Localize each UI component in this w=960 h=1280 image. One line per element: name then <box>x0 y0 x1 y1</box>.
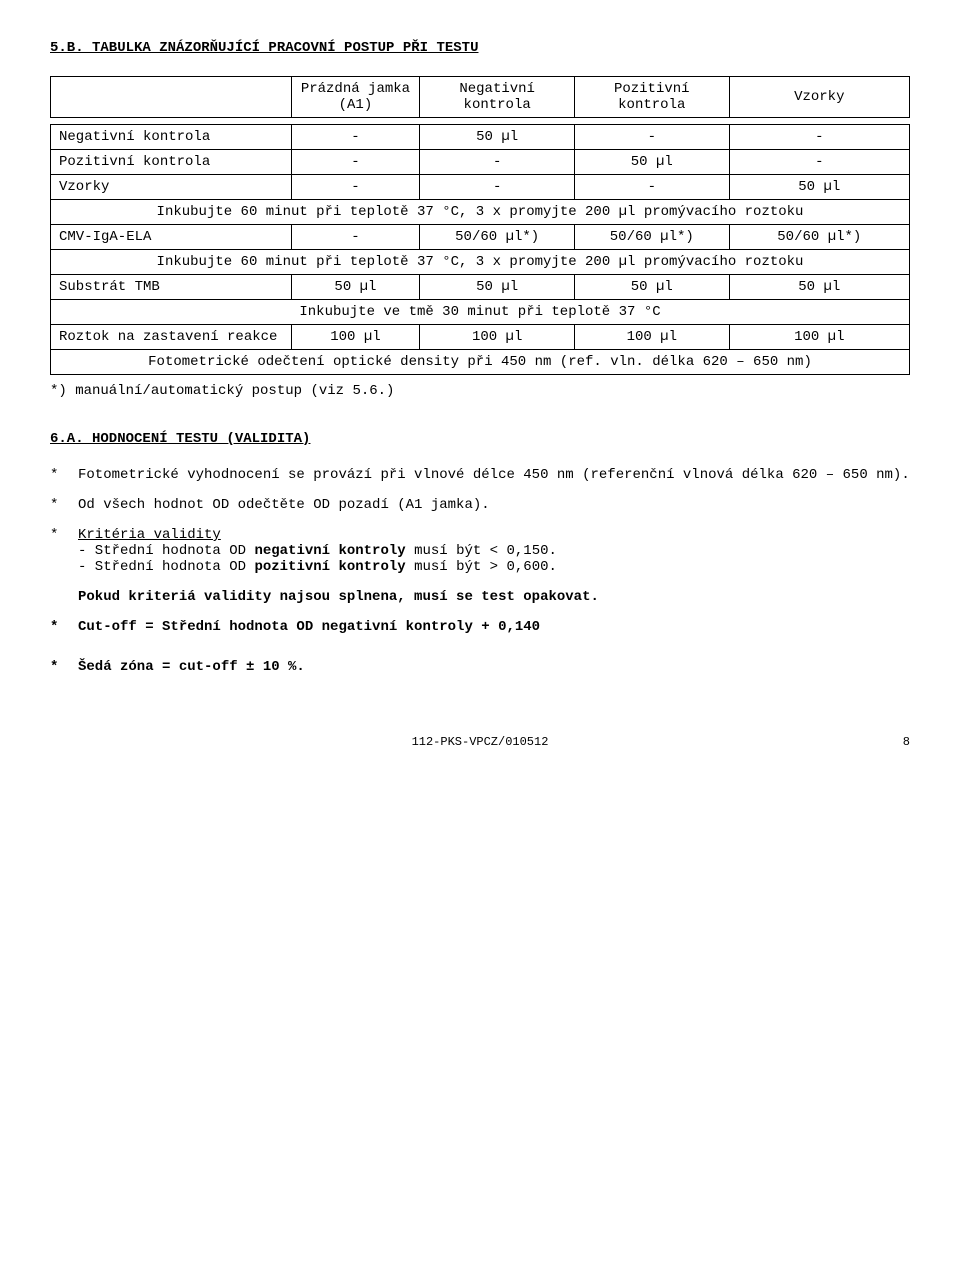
cell: - <box>291 175 420 200</box>
cell: 50/60 µl*) <box>729 225 909 250</box>
incubate-text: Inkubujte 60 minut při teplotě 37 °C, 3 … <box>51 250 910 275</box>
asterisk-icon: * <box>50 467 78 483</box>
asterisk-icon: * <box>50 619 78 635</box>
incubate-text: Inkubujte 60 minut při teplotě 37 °C, 3 … <box>51 200 910 225</box>
incubate-row-1: Inkubujte 60 minut při teplotě 37 °C, 3 … <box>51 200 910 225</box>
cell: - <box>729 150 909 175</box>
header-samples: Vzorky <box>729 77 909 118</box>
criteria-b-bold: pozitivní kontroly <box>254 559 405 575</box>
cell: 50 µl <box>420 125 575 150</box>
header-blank-well: Prázdná jamka (A1) <box>291 77 420 118</box>
criteria-line-a: - Střední hodnota OD negativní kontroly … <box>78 543 557 559</box>
cell: 50 µl <box>729 275 909 300</box>
cell: - <box>291 125 420 150</box>
cell: - <box>574 125 729 150</box>
row-label: Pozitivní kontrola <box>51 150 292 175</box>
header-neg-control: Negativní kontrola <box>420 77 575 118</box>
validity-repeat-note: Pokud kriteriá validity najsou splnena, … <box>78 589 910 605</box>
section-5b-title: 5.B. TABULKA ZNÁZORŇUJÍCÍ PRACOVNÍ POSTU… <box>50 40 910 56</box>
incubate-row-3: Inkubujte ve tmě 30 minut při teplotě 37… <box>51 300 910 325</box>
cell: 50/60 µl*) <box>420 225 575 250</box>
procedure-table: Prázdná jamka (A1) Negativní kontrola Po… <box>50 76 910 118</box>
procedure-table-body: Negativní kontrola - 50 µl - - Pozitivní… <box>50 124 910 375</box>
cell: - <box>291 225 420 250</box>
cell: 50 µl <box>420 275 575 300</box>
cell: 100 µl <box>291 325 420 350</box>
table-row: Pozitivní kontrola - - 50 µl - <box>51 150 910 175</box>
bullet-text: Šedá zóna = cut-off ± 10 %. <box>78 659 910 675</box>
incubate-row-2: Inkubujte 60 minut při teplotě 37 °C, 3 … <box>51 250 910 275</box>
bullet-photometric-eval: * Fotometrické vyhodnocení se provází př… <box>50 467 910 483</box>
header-pos-control: Pozitivní kontrola <box>574 77 729 118</box>
criteria-label: Kritéria validity <box>78 527 221 543</box>
criteria-line-b: - Střední hodnota OD pozitivní kontroly … <box>78 559 557 575</box>
bullet-subtract-od: * Od všech hodnot OD odečtěte OD pozadí … <box>50 497 910 513</box>
cell: 100 µl <box>574 325 729 350</box>
row-label: Roztok na zastavení reakce <box>51 325 292 350</box>
cell: 50 µl <box>574 150 729 175</box>
criteria-b-post: musí být > 0,600. <box>406 559 557 575</box>
bullet-text: Od všech hodnot OD odečtěte OD pozadí (A… <box>78 497 910 513</box>
page-footer: 112-PKS-VPCZ/010512 8 <box>50 735 910 749</box>
cell: 50/60 µl*) <box>574 225 729 250</box>
bullet-text: Fotometrické vyhodnocení se provází při … <box>78 467 910 483</box>
table-row: CMV-IgA-ELA - 50/60 µl*) 50/60 µl*) 50/6… <box>51 225 910 250</box>
cell: 100 µl <box>729 325 909 350</box>
row-label: Substrát TMB <box>51 275 292 300</box>
table-row: Substrát TMB 50 µl 50 µl 50 µl 50 µl <box>51 275 910 300</box>
criteria-a-pre: - Střední hodnota OD <box>78 543 254 559</box>
bullet-cutoff: * Cut-off = Střední hodnota OD negativní… <box>50 619 910 635</box>
table-row: Roztok na zastavení reakce 100 µl 100 µl… <box>51 325 910 350</box>
criteria-a-post: musí být < 0,150. <box>406 543 557 559</box>
cell: - <box>291 150 420 175</box>
cell: 50 µl <box>729 175 909 200</box>
table-row: Negativní kontrola - 50 µl - - <box>51 125 910 150</box>
table-header-row: Prázdná jamka (A1) Negativní kontrola Po… <box>51 77 910 118</box>
cell: - <box>420 175 575 200</box>
cell: 50 µl <box>574 275 729 300</box>
incubate-text: Inkubujte ve tmě 30 minut při teplotě 37… <box>51 300 910 325</box>
footer-doc-id: 112-PKS-VPCZ/010512 <box>412 735 549 749</box>
cell: - <box>729 125 909 150</box>
asterisk-icon: * <box>50 659 78 675</box>
row-label: Negativní kontrola <box>51 125 292 150</box>
asterisk-icon: * <box>50 497 78 513</box>
row-label: CMV-IgA-ELA <box>51 225 292 250</box>
criteria-a-bold: negativní kontroly <box>254 543 405 559</box>
cell: 50 µl <box>291 275 420 300</box>
photometric-row: Fotometrické odečtení optické density př… <box>51 350 910 375</box>
photometric-text: Fotometrické odečtení optické density př… <box>51 350 910 375</box>
header-empty <box>51 77 292 118</box>
section-6a-title: 6.A. HODNOCENÍ TESTU (VALIDITA) <box>50 431 910 447</box>
cell: - <box>574 175 729 200</box>
cell: 100 µl <box>420 325 575 350</box>
bullet-grey-zone: * Šedá zóna = cut-off ± 10 %. <box>50 659 910 675</box>
footer-page-number: 8 <box>903 735 910 749</box>
bullet-validity-criteria: * Kritéria validity - Střední hodnota OD… <box>50 527 910 575</box>
row-label: Vzorky <box>51 175 292 200</box>
cell: - <box>420 150 575 175</box>
table-row: Vzorky - - - 50 µl <box>51 175 910 200</box>
criteria-b-pre: - Střední hodnota OD <box>78 559 254 575</box>
asterisk-icon: * <box>50 527 78 575</box>
table-footnote: *) manuální/automatický postup (viz 5.6.… <box>50 383 910 399</box>
bullet-text: Cut-off = Střední hodnota OD negativní k… <box>78 619 910 635</box>
bullet-body: Kritéria validity - Střední hodnota OD n… <box>78 527 910 575</box>
